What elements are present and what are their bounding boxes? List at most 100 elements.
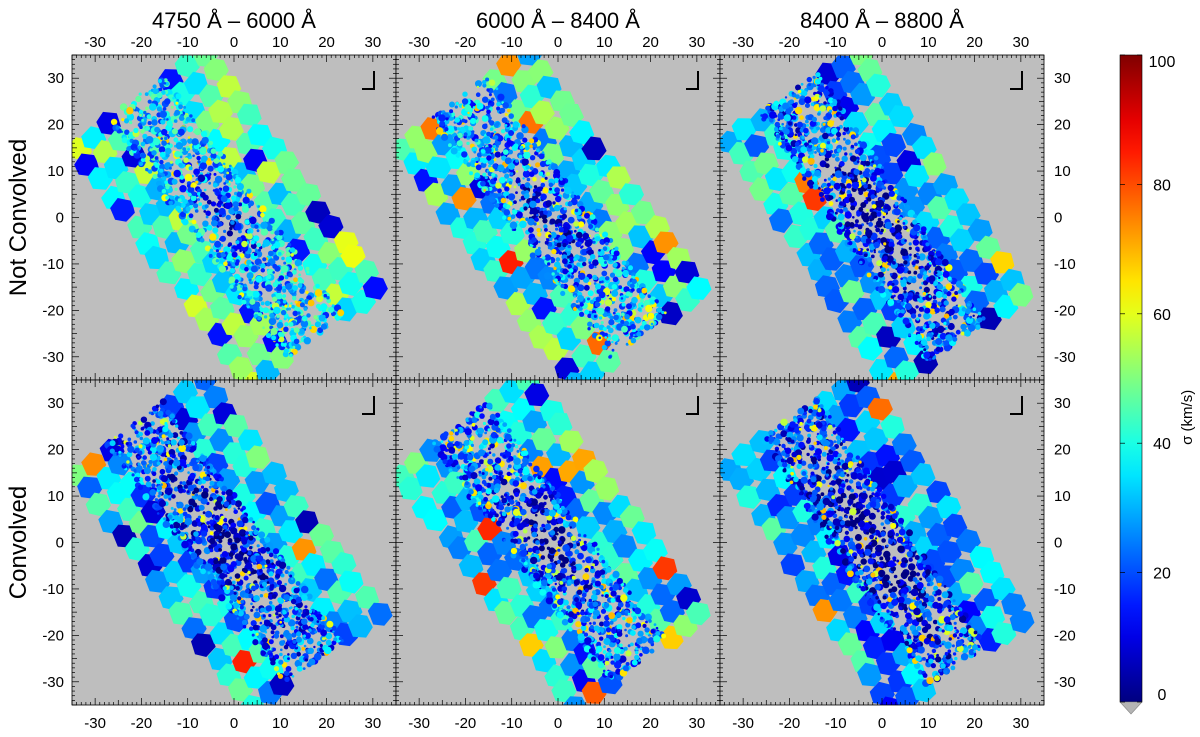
fine-bin [912, 239, 920, 246]
fine-bin [876, 212, 882, 217]
fine-bin [919, 328, 923, 331]
fine-bin [224, 202, 232, 210]
fine-bin [888, 241, 895, 248]
fine-bin [280, 265, 289, 273]
fine-bin [579, 302, 584, 307]
fine-bin [603, 332, 609, 338]
fine-bin [860, 174, 864, 179]
fine-bin [185, 116, 191, 122]
fine-bin [497, 188, 502, 194]
fine-bin [801, 135, 805, 139]
fine-bin [228, 276, 236, 284]
fine-bin [242, 251, 246, 254]
fine-bin [882, 215, 885, 219]
fine-bin [857, 230, 862, 236]
fine-bin [919, 286, 923, 290]
fine-bin [554, 261, 561, 269]
fine-bin [532, 193, 536, 197]
fine-bin [320, 323, 328, 330]
fine-bin [824, 194, 828, 198]
fine-bin [873, 250, 876, 254]
fine-bin [825, 91, 830, 95]
fine-bin [278, 336, 285, 343]
fine-bin [306, 270, 310, 274]
fine-bin [957, 290, 962, 294]
fine-bin [189, 114, 193, 118]
y-tick-label: -10 [42, 256, 64, 273]
fine-bin [219, 235, 226, 242]
fine-bin [801, 156, 809, 163]
fine-bin [486, 109, 491, 115]
fine-bin [161, 173, 166, 178]
fine-bin [226, 171, 230, 175]
fine-bin [866, 183, 872, 190]
fine-bin [918, 306, 925, 312]
fine-bin [456, 127, 461, 131]
fine-bin [222, 185, 230, 192]
fine-bin [540, 193, 547, 201]
fine-bin [576, 262, 581, 267]
fine-bin [316, 295, 324, 303]
fine-bin [243, 613, 250, 620]
fine-bin [268, 601, 273, 605]
fine-bin [604, 299, 613, 307]
voronoi-bin [958, 248, 984, 273]
fine-bin [544, 228, 548, 232]
fine-bin [604, 336, 607, 339]
fine-bin [337, 309, 345, 317]
fine-bin [492, 163, 499, 170]
fine-bin [260, 263, 266, 269]
fine-bin [275, 292, 283, 300]
voronoi-bin [731, 118, 757, 141]
fine-bin [605, 242, 609, 246]
fine-bin [193, 168, 201, 176]
fine-bin [870, 194, 876, 200]
fine-bin [234, 176, 242, 184]
fine-bin [853, 169, 860, 176]
fine-bin [127, 437, 132, 442]
fine-bin [937, 301, 942, 306]
voronoi-bin [296, 182, 322, 207]
voronoi-bin [244, 471, 270, 494]
fine-bin [554, 224, 558, 228]
fine-bin [538, 153, 545, 160]
voronoi-bin [888, 105, 914, 128]
voronoi-bin [191, 633, 216, 657]
fine-bin [934, 329, 939, 334]
fine-bin [594, 301, 601, 308]
fine-bin [166, 118, 169, 121]
fine-bin [839, 161, 845, 167]
fine-bin [187, 186, 195, 194]
fine-bin [775, 134, 781, 139]
fine-bin [899, 216, 903, 220]
fine-bin [615, 269, 623, 277]
fine-bin [589, 214, 596, 220]
fine-bin [210, 201, 217, 207]
fine-bin [943, 321, 947, 326]
fine-bin [190, 195, 197, 202]
fine-bin [567, 244, 571, 249]
fine-bin [248, 200, 255, 207]
fine-bin [300, 319, 309, 328]
y-tick-label: 10 [47, 163, 64, 180]
fine-bin [195, 180, 199, 184]
fine-bin [789, 99, 795, 105]
fine-bin [138, 109, 144, 114]
fine-bin [160, 119, 166, 125]
fine-bin [942, 270, 950, 278]
fine-bin [140, 141, 146, 147]
fine-bin [877, 163, 883, 169]
fine-bin [157, 494, 161, 498]
fine-bin [191, 174, 194, 178]
fine-bin [161, 140, 167, 146]
fine-bin [253, 252, 258, 257]
fine-bin [518, 154, 523, 159]
fine-bin [863, 184, 868, 189]
fine-bin [241, 299, 247, 305]
fine-bin [863, 191, 869, 198]
fine-bin [972, 307, 977, 312]
fine-bin [151, 119, 158, 126]
fine-bin [773, 100, 780, 107]
fine-bin [147, 121, 152, 125]
y-tick-label-right: -10 [1054, 256, 1076, 273]
